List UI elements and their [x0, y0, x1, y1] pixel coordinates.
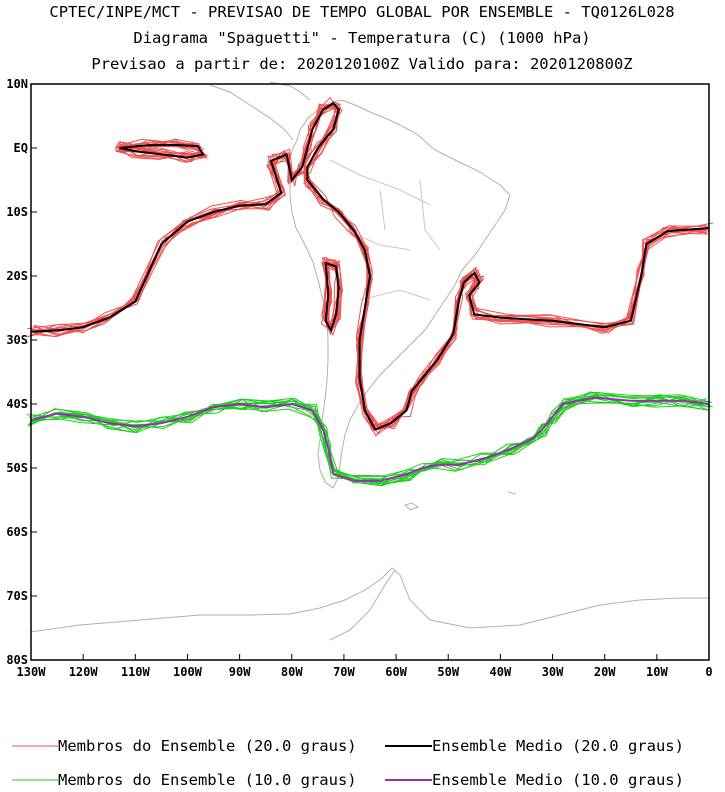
closed-contour-20-mean-line — [119, 143, 205, 159]
legend-label-members-10: Membros do Ensemble (10.0 graus) — [58, 771, 357, 789]
y-tick-label: 60S — [6, 525, 28, 539]
x-tick-label: 20W — [594, 665, 616, 679]
x-axis: 130W 120W 110W 100W 90W 80W 70W 60W 50W 40W 30W 20W… — [17, 654, 713, 679]
x-tick-label: 40W — [490, 665, 512, 679]
legend: Membros do Ensemble (20.0 graus) Ensembl… — [12, 737, 684, 789]
antarctic-peninsula — [329, 569, 396, 641]
x-tick-label: 110W — [121, 665, 151, 679]
isotherm-20-member-line — [33, 96, 714, 429]
x-tick-label: 10W — [646, 665, 668, 679]
y-tick-label: 80S — [6, 653, 28, 667]
central-america-coastline — [209, 84, 294, 141]
falkland-islands — [404, 502, 420, 511]
x-tick-label: 130W — [17, 665, 47, 679]
isotherm-20-member-line — [30, 103, 708, 426]
isotherm-20-mean-line — [30, 101, 710, 431]
legend-label-mean-10: Ensemble Medio (10.0 graus) — [432, 771, 684, 789]
x-tick-label: 60W — [385, 665, 407, 679]
isotherm-10-member-line — [34, 391, 710, 477]
isotherm-10-member-line — [30, 395, 713, 478]
y-tick-label: 30S — [6, 333, 28, 347]
x-tick-label: 90W — [229, 665, 251, 679]
x-tick-label: 100W — [173, 665, 203, 679]
isotherm-10-member-line — [30, 394, 710, 485]
y-tick-label: 10S — [6, 205, 28, 219]
y-tick-label: 40S — [6, 397, 28, 411]
plot-area — [26, 96, 714, 487]
x-tick-label: 120W — [69, 665, 99, 679]
isotherm-10-member-line — [32, 391, 713, 485]
y-tick-label: 20S — [6, 269, 28, 283]
y-tick-label: EQ — [14, 141, 28, 155]
coastline-map — [29, 81, 710, 641]
isotherm-10-member-line — [32, 393, 707, 481]
isotherm-10-member-line — [28, 395, 712, 487]
antarctica-coastline — [29, 567, 710, 633]
x-tick-label: 50W — [437, 665, 459, 679]
y-tick-label: 50S — [6, 461, 28, 475]
isotherm-10-mean-line — [30, 396, 710, 482]
x-tick-label: 70W — [333, 665, 355, 679]
chart-title: CPTEC/INPE/MCT - PREVISAO DE TEMPO GLOBA… — [49, 3, 674, 21]
chart-validity: Previsao a partir de: 2020120100Z Valido… — [91, 55, 632, 73]
south-georgia — [507, 491, 517, 495]
x-tick-label: 0 — [705, 665, 712, 679]
y-tick-label: 10N — [6, 77, 28, 91]
closed-contour-20-mean-line — [324, 261, 340, 333]
isotherm-10-member-line — [34, 394, 709, 487]
legend-label-mean-20: Ensemble Medio (20.0 graus) — [432, 737, 684, 755]
y-tick-label: 70S — [6, 589, 28, 603]
y-axis: 10N EQ 10S 20S 30S 40S 50S 60S 70S 80S — [6, 77, 37, 667]
chart-subtitle: Diagrama "Spaguetti" - Temperatura (C) (… — [133, 29, 590, 47]
plot-frame — [30, 83, 710, 661]
isotherm-10-member-line — [33, 394, 709, 485]
isotherm-10-member-line — [27, 391, 706, 480]
country-borders — [329, 159, 441, 301]
legend-label-members-20: Membros do Ensemble (20.0 graus) — [58, 737, 357, 755]
x-tick-label: 30W — [542, 665, 564, 679]
x-tick-label: 80W — [281, 665, 303, 679]
